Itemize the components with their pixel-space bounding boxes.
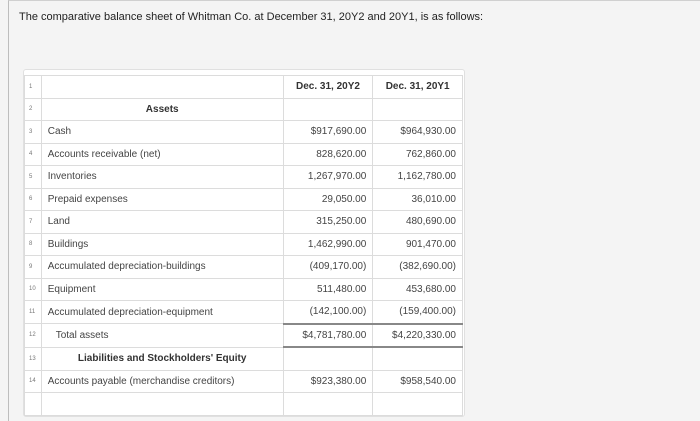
- row-number: 10: [24, 277, 42, 301]
- value-20y2[interactable]: [282, 97, 374, 121]
- value-20y1[interactable]: $4,220,330.00: [372, 322, 463, 348]
- value-20y1[interactable]: 36,010.00: [372, 187, 463, 211]
- table-row: 3 Cash $917,690.00 $964,930.00: [24, 120, 463, 144]
- value-20y2[interactable]: $923,380.00: [282, 369, 374, 393]
- row-label: Equipment: [40, 277, 284, 301]
- value-20y2[interactable]: (142,100.00): [282, 300, 374, 324]
- row-label: Buildings: [40, 232, 284, 256]
- row-number: 7: [24, 210, 42, 234]
- col-header-20y1: Dec. 31, 20Y1: [372, 75, 463, 99]
- value-20y2[interactable]: 1,267,970.00: [282, 165, 374, 189]
- row-number: 3: [24, 120, 42, 144]
- header-row: 1 Dec. 31, 20Y2 Dec. 31, 20Y1: [24, 75, 463, 99]
- table-row: 14 Accounts payable (merchandise credito…: [24, 369, 463, 393]
- value-20y1[interactable]: 480,690.00: [372, 210, 463, 234]
- table-row: 12 Total assets $4,781,780.00 $4,220,330…: [24, 322, 463, 348]
- value-20y2[interactable]: 1,462,990.00: [282, 232, 374, 256]
- table-row: 8 Buildings 1,462,990.00 901,470.00: [24, 232, 463, 256]
- value-20y1[interactable]: 901,470.00: [372, 232, 463, 256]
- row-number: 13: [24, 346, 42, 371]
- row-label: Cash: [40, 120, 284, 144]
- value-20y1[interactable]: (159,400.00): [372, 300, 463, 324]
- row-label: Accumulated depreciation-equipment: [40, 300, 284, 324]
- row-number: 8: [24, 232, 42, 256]
- row-number: 14: [24, 369, 42, 393]
- value-20y2[interactable]: 828,620.00: [282, 142, 374, 166]
- row-label: Assets: [40, 97, 284, 121]
- row-number: 6: [24, 187, 42, 211]
- table-row: 10 Equipment 511,480.00 453,680.00: [24, 277, 463, 301]
- value-20y2[interactable]: $917,690.00: [282, 120, 374, 144]
- value-20y1[interactable]: [372, 97, 463, 121]
- row-label: Total assets: [40, 323, 284, 348]
- balance-sheet: 1 Dec. 31, 20Y2 Dec. 31, 20Y1 2 Assets 3…: [23, 69, 465, 417]
- row-label: Liabilities and Stockholders' Equity: [40, 346, 284, 371]
- row-label: Accounts receivable (net): [40, 142, 284, 166]
- value-20y2[interactable]: [282, 346, 374, 371]
- row-number: 1: [24, 75, 42, 99]
- table-row-partial: [24, 392, 463, 416]
- value-20y2[interactable]: 511,480.00: [282, 277, 374, 301]
- value-20y2[interactable]: 29,050.00: [282, 187, 374, 211]
- value-20y1[interactable]: (382,690.00): [372, 255, 463, 279]
- value-20y1[interactable]: 1,162,780.00: [372, 165, 463, 189]
- col-header-20y2: Dec. 31, 20Y2: [282, 75, 374, 99]
- value-20y2[interactable]: $4,781,780.00: [282, 322, 374, 348]
- table-row: 2 Assets: [24, 97, 463, 121]
- value-20y1[interactable]: $964,930.00: [372, 120, 463, 144]
- value-20y1[interactable]: 453,680.00: [372, 277, 463, 301]
- value-20y1[interactable]: $958,540.00: [372, 369, 463, 393]
- row-label: Prepaid expenses: [40, 187, 284, 211]
- table-row: 4 Accounts receivable (net) 828,620.00 7…: [24, 142, 463, 166]
- table-row: 9 Accumulated depreciation-buildings (40…: [24, 255, 463, 279]
- table-row: 13 Liabilities and Stockholders' Equity: [24, 346, 463, 371]
- table-row: 6 Prepaid expenses 29,050.00 36,010.00: [24, 187, 463, 211]
- row-label: Inventories: [40, 165, 284, 189]
- table-row: 11 Accumulated depreciation-equipment (1…: [24, 300, 463, 324]
- row-label: Accounts payable (merchandise creditors): [40, 369, 284, 393]
- row-label: Land: [40, 210, 284, 234]
- row-number: 11: [24, 300, 42, 324]
- value-20y2[interactable]: 315,250.00: [282, 210, 374, 234]
- row-number: 4: [24, 142, 42, 166]
- row-number: 5: [24, 165, 42, 189]
- value-20y2[interactable]: (409,170.00): [282, 255, 374, 279]
- intro-text: The comparative balance sheet of Whitman…: [19, 11, 484, 23]
- value-20y1[interactable]: [372, 346, 463, 371]
- table-row: 7 Land 315,250.00 480,690.00: [24, 210, 463, 234]
- row-number: 12: [24, 323, 42, 348]
- table-row: 5 Inventories 1,267,970.00 1,162,780.00: [24, 165, 463, 189]
- row-number: 9: [24, 255, 42, 279]
- row-number: 2: [24, 97, 42, 121]
- row-label: Accumulated depreciation-buildings: [40, 255, 284, 279]
- value-20y1[interactable]: 762,860.00: [372, 142, 463, 166]
